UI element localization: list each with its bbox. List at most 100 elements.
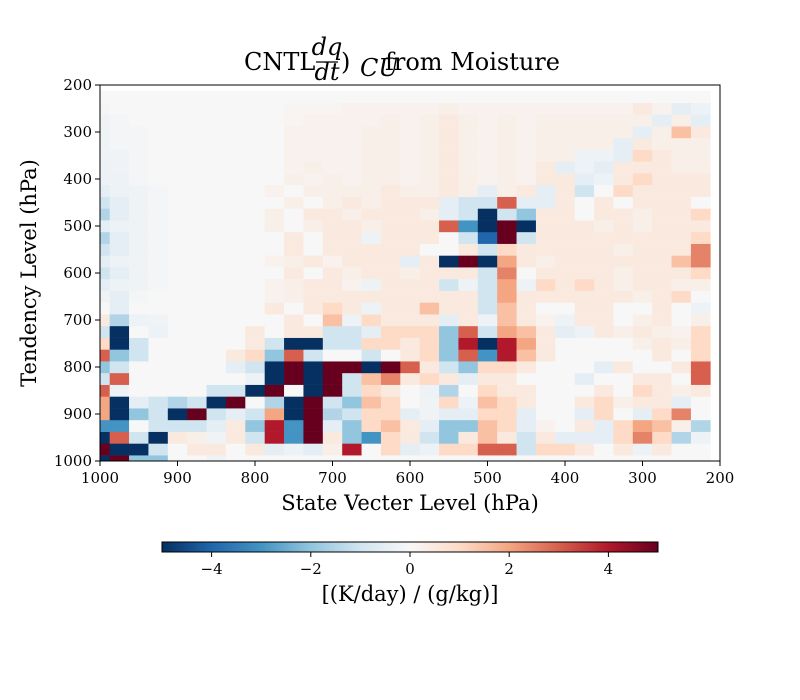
heatmap-cell (671, 161, 692, 174)
heatmap-cell (167, 384, 188, 397)
heatmap-cell (419, 243, 440, 256)
heatmap-cell (400, 231, 420, 244)
heatmap-cell (187, 114, 207, 127)
heatmap-cell (632, 278, 653, 291)
heatmap-cell (187, 137, 207, 150)
heatmap-cell (594, 302, 614, 315)
heatmap-cell (303, 126, 324, 139)
heatmap-cell (342, 149, 362, 162)
heatmap-cell (167, 243, 188, 256)
heatmap-cell (632, 431, 653, 444)
heatmap-cell (264, 396, 285, 409)
heatmap-cell (100, 325, 110, 338)
heatmap-cell (497, 443, 517, 456)
heatmap-cell (690, 208, 711, 221)
heatmap-cell (284, 337, 304, 350)
heatmap-cell (225, 208, 246, 221)
heatmap-cell (167, 90, 188, 103)
heatmap-cell (613, 431, 634, 444)
heatmap-cell (477, 337, 498, 350)
heatmap-cell (380, 184, 401, 197)
heatmap-cell (555, 349, 575, 362)
heatmap-cell (613, 384, 634, 397)
heatmap-cell (594, 208, 614, 221)
heatmap-cell (109, 337, 130, 350)
heatmap-cell (284, 278, 304, 291)
x-axis-ticks: 1000 900 800 700 600 500 400 300 200 (81, 461, 734, 487)
heatmap-cell (206, 302, 227, 315)
heatmap-cell (555, 325, 575, 338)
heatmap-cell (458, 396, 479, 409)
heatmap-cell (613, 408, 634, 421)
heatmap-cell (206, 455, 227, 462)
heatmap-cell (555, 431, 575, 444)
heatmap-cell (245, 255, 265, 268)
heatmap-cell (225, 384, 246, 397)
heatmap-cell (148, 161, 169, 174)
heatmap-cell (225, 137, 246, 150)
heatmap-cell (284, 137, 304, 150)
heatmap-cell (419, 408, 440, 421)
heatmap-cell (264, 278, 285, 291)
heatmap-cell (419, 161, 440, 174)
heatmap-cell (535, 208, 556, 221)
heatmap-cell (477, 220, 498, 233)
heatmap-cell (361, 337, 382, 350)
heatmap-cell (574, 290, 595, 303)
heatmap-cell (613, 220, 634, 233)
heatmap-cell (206, 384, 227, 397)
heatmap-cell (400, 278, 420, 291)
heatmap-cell (361, 419, 382, 432)
heatmap-cell (148, 220, 169, 233)
chart-title-suffix: from Moisture (385, 48, 560, 76)
heatmap-cell (671, 349, 692, 362)
heatmap-cell (555, 161, 575, 174)
heatmap-cell (109, 267, 130, 280)
heatmap-cell (361, 396, 382, 409)
heatmap-cell (419, 290, 440, 303)
heatmap-cell (284, 208, 304, 221)
heatmap-cell (148, 231, 169, 244)
heatmap-cell (652, 419, 672, 432)
heatmap-cell (284, 267, 304, 280)
heatmap-cell (303, 137, 324, 150)
heatmap-cell (458, 455, 479, 462)
heatmap-cell (497, 431, 517, 444)
heatmap-cell (613, 337, 634, 350)
heatmap-cell (671, 231, 692, 244)
heatmap-cell (100, 231, 110, 244)
heatmap-cell (652, 255, 672, 268)
heatmap-cell (535, 302, 556, 315)
heatmap-cell (342, 396, 362, 409)
heatmap-cell (342, 90, 362, 103)
heatmap-cell (477, 361, 498, 374)
heatmap-cell (129, 267, 149, 280)
heatmap-cell (148, 290, 169, 303)
heatmap-cell (245, 408, 265, 421)
heatmap-cell (129, 255, 149, 268)
heatmap-cell (535, 419, 556, 432)
heatmap-cell (594, 396, 614, 409)
heatmap-cell (380, 90, 401, 103)
heatmap-cell (613, 267, 634, 280)
heatmap-cell (380, 349, 401, 362)
heatmap-cell (380, 267, 401, 280)
heatmap-cell (342, 208, 362, 221)
heatmap-cell (303, 267, 324, 280)
heatmap-cell (574, 408, 595, 421)
heatmap-cell (516, 361, 537, 374)
heatmap-cell (690, 126, 711, 139)
heatmap-cell (284, 243, 304, 256)
heatmap-cell (419, 208, 440, 221)
heatmap-cell (439, 137, 459, 150)
heatmap-cell (167, 419, 188, 432)
heatmap-cell (342, 126, 362, 139)
heatmap-cell (497, 90, 517, 103)
heatmap-cell (167, 408, 188, 421)
heatmap-cell (322, 372, 343, 385)
heatmap-cell (225, 126, 246, 139)
heatmap-cell (100, 337, 110, 350)
heatmap-cell (264, 290, 285, 303)
heatmap-cell (419, 384, 440, 397)
heatmap-cell (100, 290, 110, 303)
